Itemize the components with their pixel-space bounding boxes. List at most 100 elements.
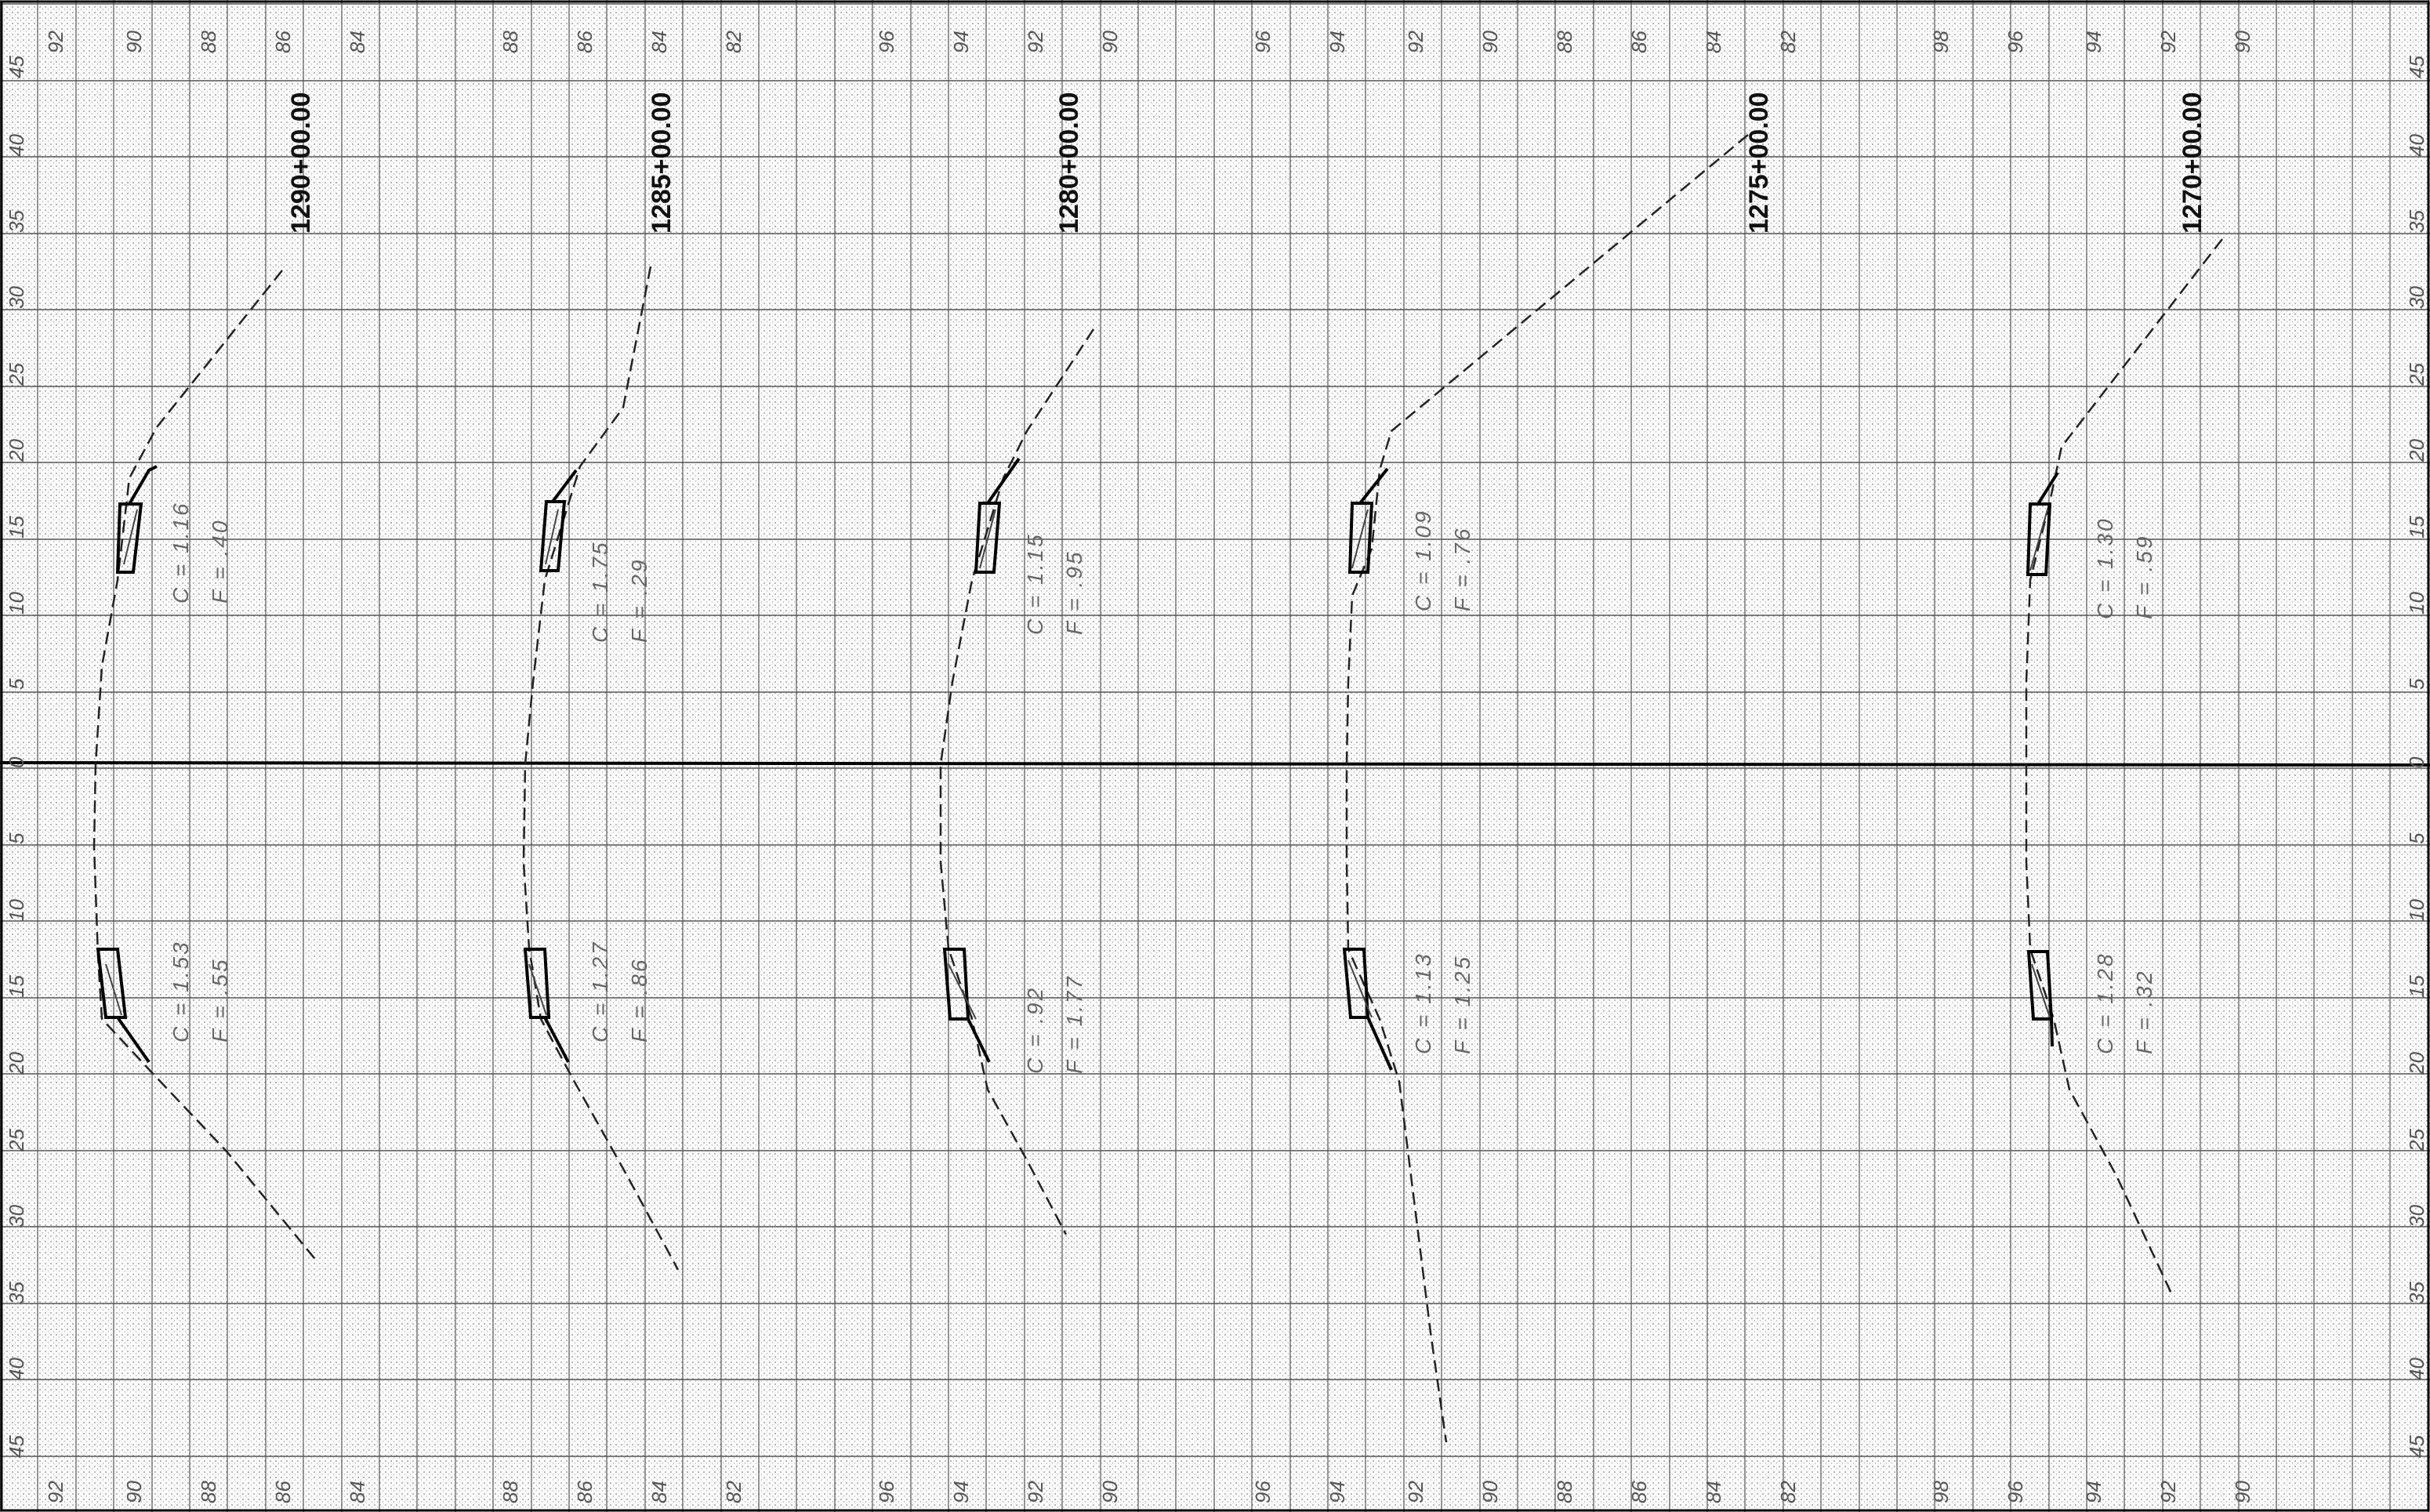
- fill-value-right: F = .32: [2132, 970, 2156, 1054]
- elevation-label: 86: [271, 1481, 295, 1503]
- elevation-label: 86: [1627, 1481, 1651, 1503]
- ground-profile-line: [522, 266, 680, 1271]
- offset-tick-left: 40: [5, 1358, 28, 1380]
- offset-axis-right: 45 40 35 30 25 20 15 10 5 0 5 10 15 20 2…: [2405, 56, 2428, 1458]
- offset-tick-left: 35: [5, 210, 28, 233]
- elevation-label: 88: [1553, 31, 1576, 53]
- offset-tick-left: 0: [5, 756, 28, 768]
- template-slope-right: [528, 963, 547, 1016]
- offset-tick-right: 25: [2405, 1129, 2428, 1152]
- elevation-label: 84: [346, 1481, 369, 1503]
- elevation-label: 88: [499, 31, 522, 53]
- station-label: 1290+00.00: [286, 92, 316, 234]
- fill-value-right: F = 1.77: [1062, 974, 1086, 1074]
- elevation-label: 88: [197, 1481, 220, 1503]
- cross-section-1280: 1280+00.00 C = 1.15 F = .95 C = .92 F = …: [939, 92, 1095, 1235]
- offset-tick-right: 15: [2405, 516, 2428, 538]
- station-label: 1280+00.00: [1054, 92, 1084, 234]
- cut-value-left: C = 1.30: [2093, 517, 2117, 619]
- cut-value-left: C = 1.09: [1411, 509, 1435, 611]
- cut-value-right: C = 1.53: [169, 940, 193, 1042]
- elevation-label: 98: [1929, 1481, 1953, 1503]
- fill-value-left: F = .59: [2132, 535, 2156, 619]
- offset-tick-left: 5: [5, 678, 28, 690]
- elevation-label: 90: [122, 1481, 146, 1503]
- offset-tick-left: 25: [5, 363, 28, 386]
- elevation-label: 88: [197, 31, 220, 53]
- elevation-label: 84: [647, 1481, 671, 1503]
- elevation-label: 92: [1404, 1481, 1427, 1503]
- elevation-label: 86: [271, 31, 295, 53]
- station-label: 1285+00.00: [647, 92, 676, 234]
- elevation-label: 94: [949, 31, 973, 53]
- cut-value-right: C = 1.28: [2093, 952, 2117, 1054]
- station-label: 1275+00.00: [1744, 92, 1774, 234]
- elevation-label: 84: [1702, 1481, 1725, 1503]
- offset-tick-left: 15: [5, 516, 28, 538]
- template-outline-left: [2026, 471, 2059, 576]
- elevation-label: 92: [2156, 31, 2180, 53]
- cross-section-1270: 1270+00.00 C = 1.30 F = .59 C = 1.28 F =…: [2025, 92, 2223, 1294]
- cut-value-left: C = 1.75: [588, 540, 612, 643]
- elevation-label: 96: [1251, 31, 1275, 53]
- offset-tick-left: 25: [5, 1129, 28, 1152]
- cut-value-right: C = .92: [1023, 986, 1047, 1074]
- elevation-label: 90: [2231, 31, 2254, 53]
- elevation-label: 86: [573, 31, 597, 53]
- elevation-label: 92: [1404, 31, 1427, 53]
- elevation-label: 94: [949, 1481, 973, 1503]
- elevation-labels-top: 92 90 88 86 84 88 86 84 82 96 94 92 90 96 94 92 90 88 86 84…: [44, 31, 2254, 53]
- fill-value-right: F = 1.25: [1450, 955, 1474, 1054]
- template-slope-right: [948, 963, 977, 1020]
- elevation-label: 94: [1326, 1481, 1349, 1503]
- offset-tick-right: 20: [2405, 1052, 2428, 1075]
- offset-tick-right: 40: [2405, 134, 2428, 157]
- ground-profile-line: [939, 328, 1095, 1235]
- elevation-label: 94: [1326, 31, 1349, 53]
- fill-value-left: F = .95: [1062, 550, 1086, 635]
- fill-value-left: F = .76: [1450, 527, 1474, 611]
- elevation-label: 90: [1098, 31, 1122, 53]
- offset-tick-left: 10: [5, 592, 28, 615]
- ground-profile-line: [92, 270, 318, 1263]
- elevation-label: 92: [2156, 1481, 2180, 1503]
- elevation-label: 82: [722, 1481, 745, 1503]
- fill-value-left: F = .40: [208, 519, 232, 604]
- fill-value-right: F = .86: [627, 958, 651, 1042]
- elevation-label: 92: [1024, 31, 1047, 53]
- offset-tick-right: 10: [2405, 899, 2428, 922]
- elevation-label: 98: [1929, 31, 1953, 53]
- offset-tick-right: 30: [2405, 1205, 2428, 1227]
- template-slope-left: [979, 509, 996, 569]
- template-slope-left: [1351, 509, 1369, 569]
- offset-tick-right: 35: [2405, 210, 2428, 233]
- station-label: 1270+00.00: [2178, 92, 2207, 234]
- offset-tick-right: 0: [2405, 756, 2428, 768]
- elevation-label: 84: [1702, 31, 1725, 53]
- elevation-label: 86: [1627, 31, 1651, 53]
- elevation-label: 90: [2231, 1481, 2254, 1503]
- template-outline-right: [523, 948, 570, 1063]
- elevation-label: 96: [2004, 31, 2027, 53]
- fill-value-right: F = .55: [208, 958, 232, 1042]
- cut-value-left: C = 1.16: [169, 501, 193, 604]
- offset-tick-right: 20: [2405, 439, 2428, 462]
- template-outline-left: [1347, 467, 1389, 574]
- template-slope-left: [2029, 509, 2048, 571]
- elevation-label: 96: [1251, 1481, 1275, 1503]
- template-slope-left: [545, 509, 559, 565]
- template-outline-right: [942, 948, 991, 1063]
- offset-tick-right: 35: [2405, 1282, 2428, 1304]
- offset-tick-right: 5: [2405, 678, 2428, 690]
- template-slope-left: [123, 509, 138, 565]
- offset-tick-right: 5: [2405, 832, 2428, 844]
- offset-tick-left: 30: [5, 1205, 28, 1227]
- template-slope-right: [2031, 963, 2051, 1018]
- fill-value-left: F = .29: [627, 558, 651, 643]
- elevation-label: 94: [2082, 31, 2105, 53]
- offset-tick-right: 30: [2405, 286, 2428, 309]
- offset-tick-right: 10: [2405, 592, 2428, 615]
